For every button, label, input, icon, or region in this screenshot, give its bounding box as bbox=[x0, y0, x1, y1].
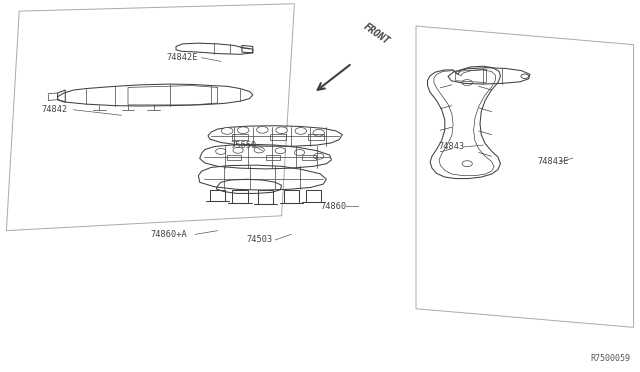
Circle shape bbox=[233, 147, 243, 153]
Circle shape bbox=[257, 126, 268, 133]
Circle shape bbox=[221, 128, 233, 134]
Text: 74842E: 74842E bbox=[166, 53, 198, 62]
Circle shape bbox=[276, 127, 287, 134]
Circle shape bbox=[294, 150, 305, 155]
Text: FRONT: FRONT bbox=[362, 22, 392, 46]
Text: 75650: 75650 bbox=[230, 141, 257, 150]
Text: 74860+A: 74860+A bbox=[150, 230, 187, 239]
Circle shape bbox=[254, 147, 264, 153]
Circle shape bbox=[314, 153, 324, 159]
Text: R7500059: R7500059 bbox=[590, 354, 630, 363]
Text: 74860: 74860 bbox=[320, 202, 346, 211]
Circle shape bbox=[216, 148, 226, 154]
Circle shape bbox=[275, 148, 285, 154]
Text: 74843: 74843 bbox=[438, 142, 465, 151]
Circle shape bbox=[521, 74, 529, 78]
Circle shape bbox=[295, 128, 307, 134]
Text: 74503: 74503 bbox=[246, 235, 273, 244]
Circle shape bbox=[313, 129, 324, 136]
Text: 74842: 74842 bbox=[42, 105, 68, 114]
Text: 74843E: 74843E bbox=[538, 157, 569, 166]
Circle shape bbox=[237, 127, 249, 134]
